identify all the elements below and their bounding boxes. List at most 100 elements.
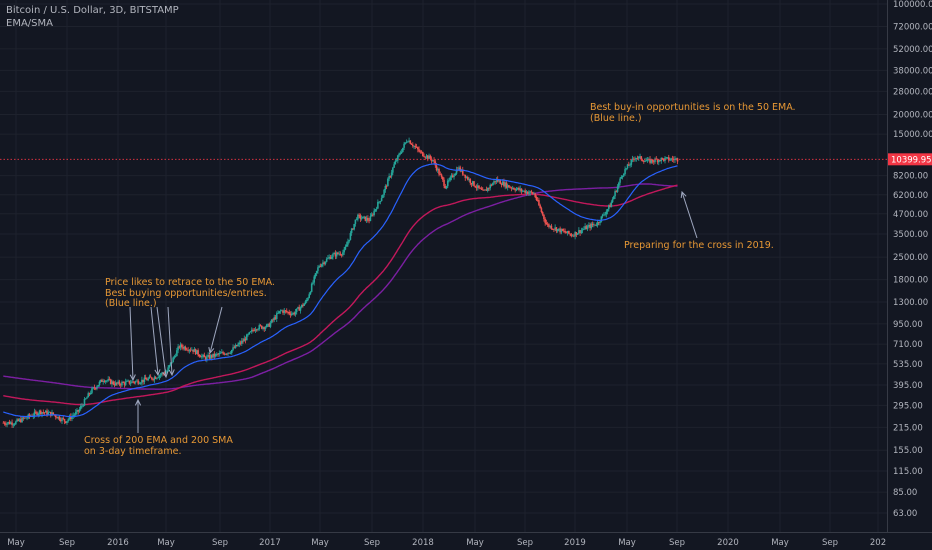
candle-body: [402, 147, 404, 152]
candle-body: [118, 381, 121, 385]
candle-body: [274, 317, 277, 319]
candle-body: [461, 169, 464, 175]
candle-body: [370, 214, 373, 217]
y-tick-label: 28000.00: [893, 87, 932, 97]
candle-body: [634, 158, 636, 160]
candle-body: [530, 191, 533, 193]
candle-body: [474, 186, 477, 188]
candle-body: [484, 189, 487, 191]
x-tick-label: Sep: [59, 538, 75, 548]
candle-body: [378, 201, 380, 203]
annotation-line: (Blue line.): [590, 112, 642, 124]
candle-body: [576, 233, 579, 235]
candle-body: [490, 184, 493, 186]
candle-body: [441, 176, 444, 180]
candle-body: [202, 354, 204, 356]
candle-body: [608, 205, 610, 210]
candle-body: [283, 310, 286, 313]
candle-body: [206, 356, 208, 360]
candle-body: [235, 345, 238, 347]
ema-200-line: [3, 184, 678, 406]
candle-body: [91, 388, 93, 393]
candle-body: [272, 319, 274, 321]
candle-body: [203, 354, 206, 358]
candle-body: [594, 224, 596, 226]
last-price-value: 10399.95: [891, 155, 932, 165]
time-axis[interactable]: May Sep 2016 May Sep 2017 May Sep 2018 May Sep 2019…: [7, 538, 886, 548]
candle-body: [504, 182, 507, 187]
candle-body: [373, 210, 375, 216]
candle-body: [56, 417, 58, 419]
candle-body: [521, 190, 524, 192]
candle-body: [285, 310, 288, 312]
candle-body: [518, 187, 520, 191]
candle-body: [541, 212, 544, 215]
candle-body: [330, 256, 333, 259]
candle-body: [194, 349, 197, 355]
candle-body: [676, 158, 679, 162]
candle-body: [77, 410, 80, 412]
candle-body: [287, 311, 289, 313]
candle-body: [111, 381, 113, 385]
candle-body: [407, 141, 409, 143]
candle-body: [435, 165, 438, 171]
candle-body: [247, 334, 249, 335]
candle-body: [98, 381, 101, 386]
candle-body: [121, 382, 123, 386]
candle-body: [558, 228, 560, 230]
candle-body: [399, 153, 402, 155]
candle-body: [309, 291, 312, 295]
candle-body: [93, 387, 96, 389]
candle-body: [172, 357, 174, 363]
candle-body: [443, 179, 445, 186]
y-tick-label: 38000.00: [893, 66, 932, 76]
candle-body: [569, 233, 571, 235]
candle-body: [593, 224, 595, 226]
candle-body: [153, 377, 156, 380]
candle-body: [11, 422, 13, 425]
candle-body: [511, 188, 514, 189]
candle-body: [51, 412, 53, 416]
candle-body: [116, 382, 118, 384]
candle-body: [216, 353, 218, 355]
candle-body: [5, 423, 7, 425]
symbol-title[interactable]: Bitcoin / U.S. Dollar, 3D, BITSTAMP: [6, 5, 179, 16]
candle-body: [151, 377, 153, 380]
candle-body: [508, 185, 510, 188]
candle-body: [550, 225, 553, 229]
candle-body: [224, 353, 227, 355]
candle-body: [193, 349, 196, 352]
candle-body: [25, 417, 27, 419]
ema-50-line: [3, 163, 678, 418]
candle-body: [237, 344, 239, 347]
candle-body: [590, 223, 593, 229]
candle-body: [652, 161, 655, 163]
indicator-legend[interactable]: EMA/SMA: [6, 18, 53, 29]
x-tick-label: Sep: [669, 538, 685, 548]
candle-body: [360, 218, 363, 220]
price-axis[interactable]: 100000.00 72000.00 52000.00 38000.00 28000.0…: [893, 0, 932, 519]
candle-body: [368, 220, 370, 222]
candle-body: [290, 313, 293, 315]
candle-body: [344, 246, 347, 250]
candle-body: [348, 239, 350, 242]
annotation-line: Cross of 200 EMA and 200 SMA: [84, 435, 233, 446]
candle-body: [109, 379, 112, 385]
candle-body: [675, 158, 678, 160]
last-price-tag: 10399.95: [888, 153, 932, 166]
candle-body: [645, 160, 648, 162]
candle-body: [6, 423, 8, 425]
candle-body: [397, 155, 399, 161]
candle-body: [73, 414, 76, 416]
candle-body: [499, 180, 502, 184]
x-tick-label: 2020: [717, 538, 739, 548]
candle-body: [37, 413, 40, 416]
candle-body: [382, 194, 384, 199]
candle-body: [600, 216, 603, 222]
candle-body: [154, 377, 157, 379]
candle-body: [248, 332, 251, 335]
candle-body: [626, 164, 629, 169]
candle-body: [422, 152, 424, 157]
candle-body: [619, 178, 621, 183]
